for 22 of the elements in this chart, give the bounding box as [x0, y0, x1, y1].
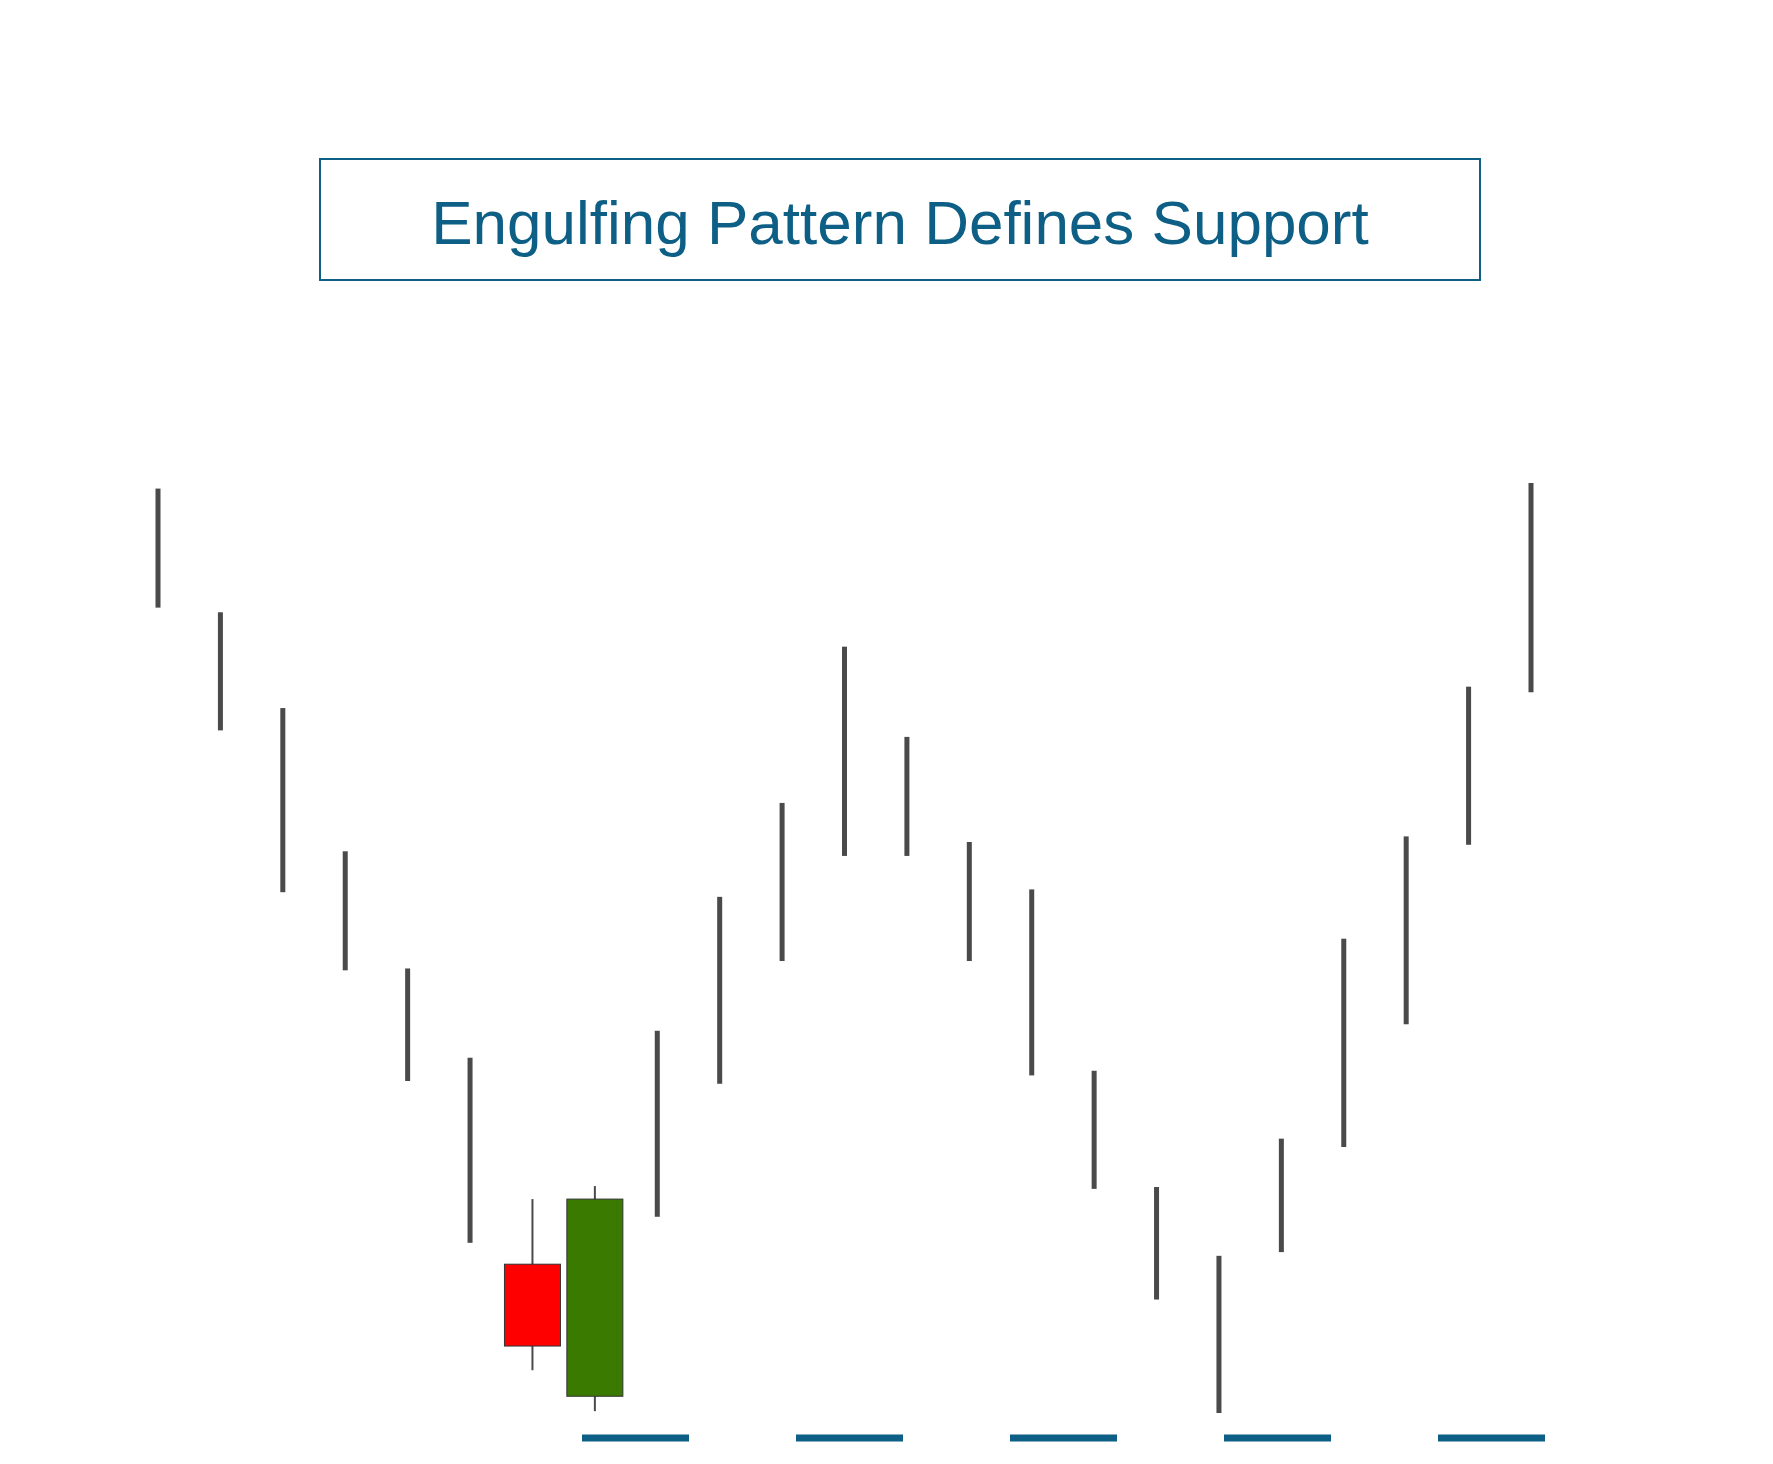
candlestick — [717, 896, 723, 1084]
candlestick — [342, 851, 348, 971]
candlestick — [779, 802, 785, 962]
candlestick — [1403, 836, 1409, 1025]
chart-title: Engulfing Pattern Defines Support — [431, 188, 1369, 257]
candlestick — [1528, 483, 1534, 693]
candlestick — [1278, 1138, 1284, 1253]
candlestick — [467, 1057, 473, 1243]
candlestick — [217, 612, 223, 731]
candlestick — [1341, 938, 1347, 1148]
candlestick — [966, 841, 972, 962]
candlestick — [1029, 889, 1035, 1076]
candlestick — [842, 646, 847, 856]
candlestick — [280, 708, 286, 893]
candlestick — [1216, 1255, 1222, 1413]
candlestick — [155, 488, 161, 608]
candlestick — [1091, 1070, 1097, 1189]
candlestick — [904, 736, 910, 856]
candlestick — [405, 968, 411, 1081]
candlestick — [1154, 1187, 1160, 1300]
candlestick — [1466, 686, 1472, 845]
candlestick — [654, 1030, 660, 1217]
